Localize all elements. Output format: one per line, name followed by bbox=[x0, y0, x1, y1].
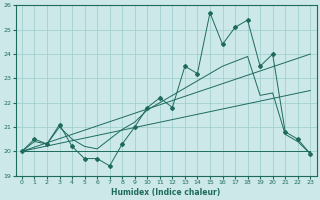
X-axis label: Humidex (Indice chaleur): Humidex (Indice chaleur) bbox=[111, 188, 221, 197]
